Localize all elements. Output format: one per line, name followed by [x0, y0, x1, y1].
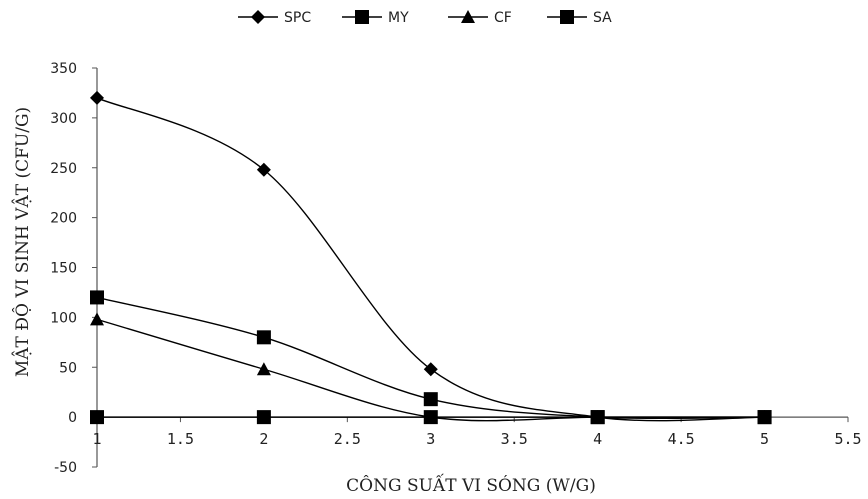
legend-marker-cf — [461, 10, 475, 23]
y-tick-label: 100 — [50, 310, 77, 326]
legend-label-my: MY — [388, 10, 409, 26]
y-tick-label: 250 — [50, 161, 77, 177]
x-tick-label: 1 — [92, 430, 101, 448]
series-sa — [90, 290, 772, 425]
y-tick-label: 150 — [50, 261, 77, 277]
legend-marker-my — [355, 10, 369, 24]
y-tick-label: 350 — [50, 61, 77, 77]
y-tick-label: 0 — [68, 410, 77, 426]
y-tick-label: 50 — [59, 360, 77, 376]
legend-item-spc: SPC — [238, 10, 311, 26]
series-group — [90, 90, 772, 425]
x-tick-label: 1.5 — [167, 430, 194, 448]
data-point-sa — [590, 410, 605, 425]
x-tick-label: 2.5 — [334, 430, 361, 448]
data-point-cf — [423, 410, 438, 424]
x-tick-label: 4.5 — [668, 430, 695, 448]
legend-label-spc: SPC — [284, 10, 311, 26]
x-tick-label: 5.5 — [834, 430, 861, 448]
legend-item-my: MY — [342, 10, 409, 26]
series-line-spc — [96, 97, 765, 422]
data-point-my — [256, 410, 271, 425]
x-axis-title: CÔNG SUẤT VI SÓNG (W/G) — [346, 473, 596, 496]
x-tick-label: 2 — [259, 430, 268, 448]
legend-label-sa: SA — [593, 10, 612, 26]
legend-marker-sa — [560, 10, 574, 24]
y-tick-label: 200 — [50, 211, 77, 227]
legend-marker-spc — [251, 10, 265, 24]
x-tick-label: 3.5 — [501, 430, 528, 448]
data-point-cf — [256, 362, 271, 376]
legend-item-cf: CF — [448, 10, 512, 26]
axes: -50 0 50 100 150 200 250 300 350 1 1.5 2 2.5 3 3.5 4 4.5… — [50, 61, 861, 476]
legend: SPC MY CF SA — [238, 10, 612, 26]
data-point-sa — [256, 330, 271, 345]
data-point-sa — [757, 410, 772, 425]
data-point-sa — [90, 290, 104, 305]
data-point-spc — [90, 90, 104, 105]
y-axis-title: MẬT ĐỘ VI SINH VẬT (CFU/G) — [12, 107, 33, 377]
data-point-spc — [423, 362, 438, 377]
data-point-sa — [423, 392, 438, 407]
legend-item-sa: SA — [547, 10, 612, 26]
data-point-spc — [256, 162, 271, 177]
legend-label-cf: CF — [494, 10, 512, 26]
y-tick-label: -50 — [54, 460, 77, 476]
data-point-cf — [90, 312, 104, 326]
series-spc — [90, 90, 772, 425]
data-point-my — [90, 410, 104, 425]
x-tick-label: 3 — [426, 430, 435, 448]
x-tick-label: 5 — [760, 430, 769, 448]
x-tick-label: 4 — [593, 430, 602, 448]
y-tick-label: 300 — [50, 111, 77, 127]
